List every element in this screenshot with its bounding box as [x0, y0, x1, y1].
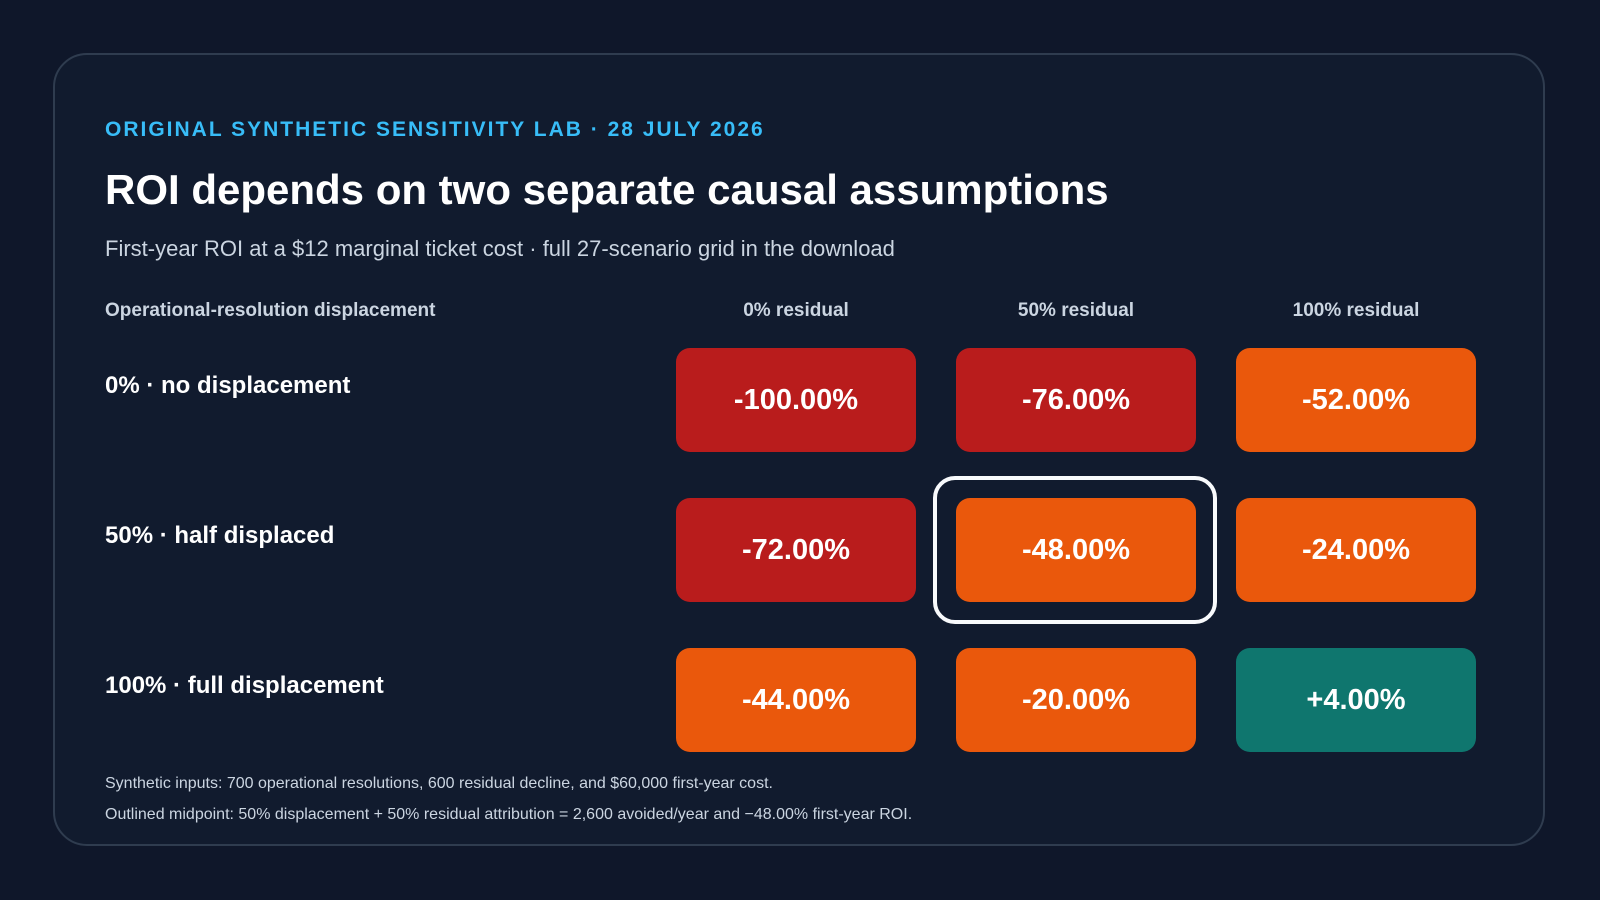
- heatmap-cell-r2-c0: -44.00%: [676, 648, 916, 752]
- highlight-outline-midpoint: [933, 476, 1217, 624]
- column-label-50-residual: 50% residual: [1017, 300, 1135, 321]
- chart-title: ROI depends on two separate causal assum…: [105, 166, 1109, 213]
- heatmap-cell-r1-c0: -72.00%: [676, 498, 916, 602]
- heatmap-cell-r1-c2: -24.00%: [1236, 498, 1476, 602]
- heatmap-cell-r0-c1: -76.00%: [956, 348, 1196, 452]
- heatmap-cell-r0-c2: -52.00%: [1236, 348, 1476, 452]
- row-label-full-displacement: 100% · full displacement: [105, 672, 384, 699]
- footnote-midpoint: Outlined midpoint: 50% displacement + 50…: [105, 806, 913, 823]
- eyebrow-label: ORIGINAL SYNTHETIC SENSITIVITY LAB · 28 …: [105, 118, 765, 141]
- row-axis-label: Operational-resolution displacement: [105, 300, 436, 321]
- heatmap-cell-r0-c0: -100.00%: [676, 348, 916, 452]
- footnote-inputs: Synthetic inputs: 700 operational resolu…: [105, 775, 773, 792]
- heatmap-cell-r2-c2: +4.00%: [1236, 648, 1476, 752]
- column-label-100-residual: 100% residual: [1292, 300, 1420, 321]
- row-label-no-displacement: 0% · no displacement: [105, 372, 351, 399]
- column-label-0-residual: 0% residual: [743, 300, 849, 321]
- heatmap-cell-r1-c1: -48.00%: [956, 498, 1196, 602]
- chart-subtitle: First-year ROI at a $12 marginal ticket …: [105, 236, 895, 261]
- heatmap-cell-r2-c1: -20.00%: [956, 648, 1196, 752]
- row-label-half-displaced: 50% · half displaced: [105, 522, 335, 549]
